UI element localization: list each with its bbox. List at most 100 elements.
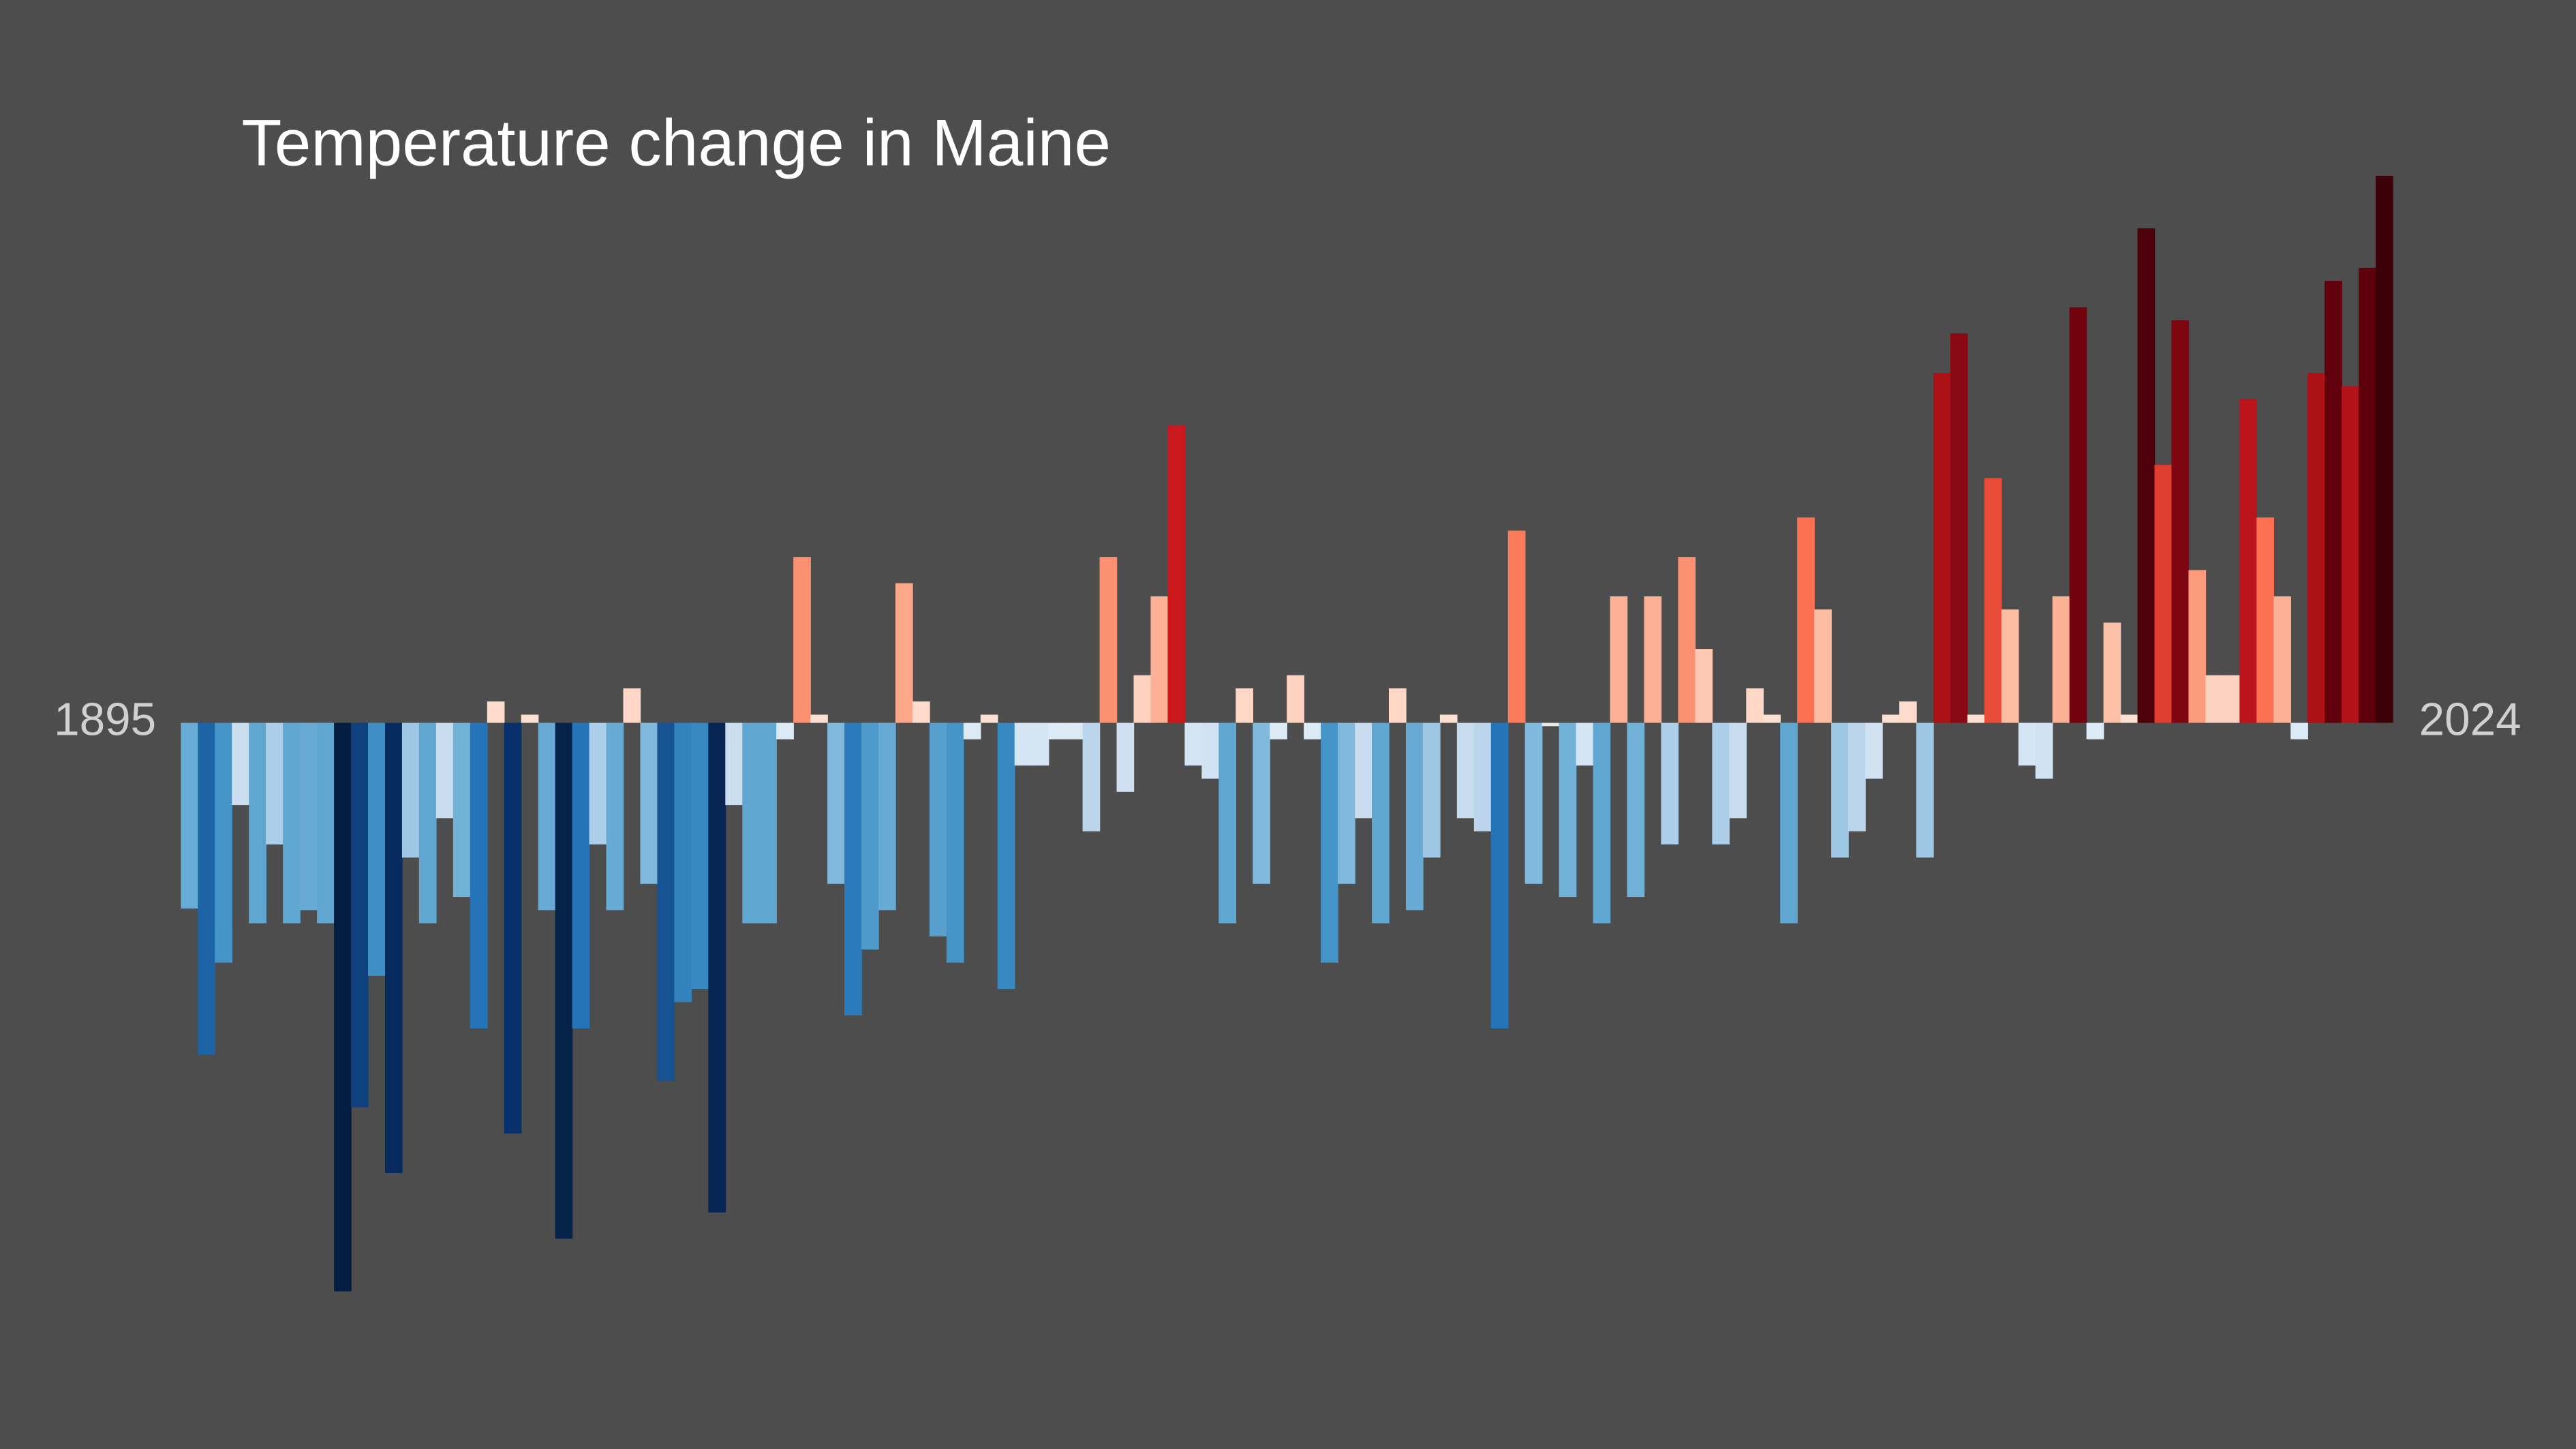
bar	[657, 722, 675, 1082]
bar	[232, 722, 249, 806]
bar	[589, 722, 607, 844]
bar	[776, 722, 794, 739]
bar	[1882, 714, 1900, 723]
bar	[1201, 722, 1220, 779]
bar	[453, 722, 471, 898]
bar	[997, 722, 1015, 990]
bar	[2290, 722, 2308, 739]
bar	[384, 722, 403, 1174]
bar	[606, 722, 624, 911]
bar	[2018, 722, 2036, 766]
bar	[470, 722, 488, 1028]
bar	[1439, 714, 1458, 723]
bar	[2001, 609, 2019, 723]
bar	[1559, 722, 1577, 898]
bar	[2069, 307, 2087, 723]
bar	[1627, 722, 1645, 898]
bar	[1321, 722, 1338, 963]
bar	[1287, 675, 1304, 723]
bar	[1576, 722, 1594, 766]
bar	[2137, 228, 2156, 723]
chart-title: Temperature change in Maine	[242, 106, 1111, 179]
bar	[572, 722, 590, 1028]
bar	[1270, 722, 1287, 739]
bar	[1150, 596, 1169, 723]
bar	[1763, 714, 1781, 723]
bar	[1304, 722, 1321, 739]
bar	[1388, 688, 1407, 723]
bar	[946, 722, 964, 963]
bar	[555, 722, 573, 1239]
bar	[1593, 722, 1611, 924]
bar	[351, 722, 369, 1108]
bar	[334, 722, 352, 1292]
bar	[1678, 557, 1696, 723]
bar	[1405, 722, 1424, 911]
bar	[623, 688, 641, 723]
bar	[2154, 465, 2173, 723]
bar	[2205, 675, 2224, 723]
bar	[725, 722, 743, 806]
bar	[368, 722, 386, 976]
bar	[1695, 649, 1713, 723]
bar	[1355, 722, 1373, 819]
bar	[2120, 714, 2138, 723]
bar	[1967, 714, 1985, 723]
bar	[2171, 320, 2190, 723]
bar	[1644, 596, 1662, 723]
bar	[1507, 530, 1526, 723]
bar	[742, 722, 760, 924]
bar	[2325, 281, 2342, 723]
bar	[1712, 722, 1730, 844]
bar	[1099, 557, 1118, 723]
bar	[215, 722, 232, 963]
bar	[1984, 478, 2002, 723]
bar	[878, 722, 896, 911]
bar	[1065, 722, 1084, 739]
bar	[895, 583, 913, 723]
bar	[640, 722, 658, 884]
bar	[504, 722, 522, 1134]
bar	[1422, 722, 1441, 858]
bar	[1950, 333, 1968, 723]
bar	[810, 714, 828, 723]
bar	[691, 722, 709, 990]
bar	[487, 701, 505, 723]
bar	[929, 722, 947, 936]
bar	[1797, 517, 1815, 723]
year-label: 1895	[54, 694, 156, 745]
bar	[2052, 596, 2070, 723]
year-label: 2024	[2419, 694, 2521, 745]
bar	[1372, 722, 1390, 924]
bar	[1048, 722, 1067, 739]
bar	[249, 722, 266, 924]
bar	[1831, 722, 1849, 858]
bar	[2222, 675, 2241, 723]
bar	[401, 722, 420, 858]
bar	[1729, 722, 1747, 819]
bar	[1899, 701, 1917, 723]
bar	[674, 722, 692, 1003]
bar	[2035, 722, 2053, 779]
bar	[1082, 722, 1101, 832]
bar	[1524, 722, 1543, 884]
bar	[1542, 722, 1560, 727]
bar	[1746, 688, 1764, 723]
bar	[1236, 688, 1253, 723]
bar	[1610, 596, 1628, 723]
bar	[317, 722, 335, 924]
bar	[1184, 722, 1203, 766]
bar	[181, 722, 199, 909]
bar	[2188, 570, 2207, 723]
bar	[1456, 722, 1475, 819]
bar	[1338, 722, 1355, 884]
bar	[2239, 399, 2258, 723]
bar	[912, 701, 930, 723]
bar	[2342, 386, 2359, 723]
bar	[300, 722, 318, 911]
bar	[963, 722, 981, 739]
bar	[1661, 722, 1679, 844]
bar	[1014, 722, 1032, 766]
